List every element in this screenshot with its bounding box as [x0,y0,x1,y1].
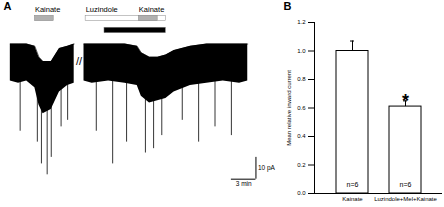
svg-text:Kainate: Kainate [35,5,60,14]
svg-text:Kainate: Kainate [342,196,363,202]
svg-text:n=6: n=6 [400,181,412,188]
svg-text:0.6: 0.6 [297,105,306,111]
svg-text:B: B [284,0,292,12]
svg-text:0.0: 0.0 [297,190,306,196]
svg-text:n=6: n=6 [347,181,359,188]
svg-text:1.0: 1.0 [297,48,306,54]
svg-text:Kainate: Kainate [139,5,164,14]
svg-text:Luzindole: Luzindole [86,5,118,14]
svg-text:Luzindole+Mel+Kainate: Luzindole+Mel+Kainate [374,196,437,202]
svg-text://: // [76,55,83,67]
svg-text:0.2: 0.2 [297,162,306,168]
svg-text:0.8: 0.8 [297,76,306,82]
svg-text:A: A [4,0,12,12]
svg-text:*: * [402,91,409,111]
svg-text:3 min: 3 min [236,180,252,187]
svg-text:0.4: 0.4 [297,133,306,139]
svg-text:Mean relative inward current: Mean relative inward current [286,70,292,146]
svg-text:10 pA: 10 pA [258,164,276,172]
svg-text:1.2: 1.2 [297,19,306,25]
